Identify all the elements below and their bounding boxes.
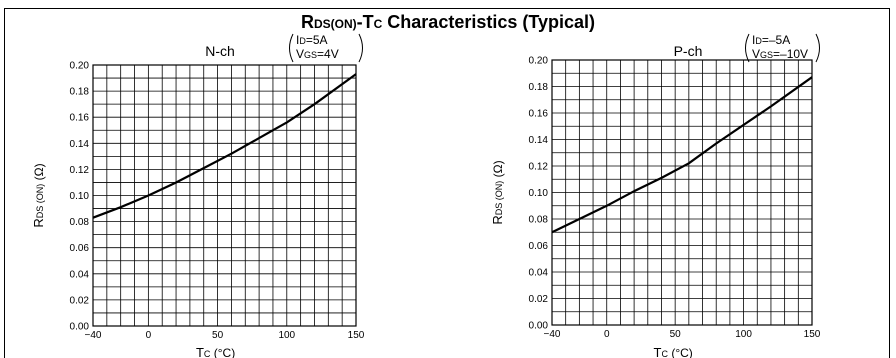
condition-voltage: VGS=4V xyxy=(296,47,339,61)
page-title: RDS(ON)-TC Characteristics (Typical) xyxy=(300,12,596,32)
y-tick-label: 0.18 xyxy=(70,87,90,98)
y-tick-label: 0.12 xyxy=(529,162,549,173)
y-tick-label: 0.06 xyxy=(70,243,90,254)
y-tick-label: 0.04 xyxy=(529,268,549,279)
x-tick-label: −40 xyxy=(85,330,102,341)
y-axis-label: RDS (ON) (Ω) xyxy=(490,160,505,224)
condition-bracket-right xyxy=(815,33,820,63)
y-tick-label: 0.20 xyxy=(529,56,549,67)
y-tick-label: 0.14 xyxy=(529,135,549,146)
x-tick-label: 150 xyxy=(804,329,821,340)
subplot-title: P-ch xyxy=(674,43,703,59)
figure-frame xyxy=(4,8,890,358)
condition-bracket-left xyxy=(745,33,750,63)
y-tick-label: 0.08 xyxy=(70,217,90,228)
x-tick-label: 50 xyxy=(670,329,682,340)
condition-current: ID=5A xyxy=(296,33,328,47)
series-line xyxy=(551,76,813,234)
plot-frame xyxy=(551,59,813,326)
chart-nch: 0.00 0.02 0.04 0.06 0.08 0.10 0.12 0.14 0.16 0.18… xyxy=(31,33,365,358)
condition-voltage: VGS=–10V xyxy=(752,47,808,61)
y-tick-label: 0.08 xyxy=(529,215,549,226)
x-tick-label: 100 xyxy=(278,330,295,341)
plot-frame xyxy=(92,64,357,327)
y-tick-label: 0.10 xyxy=(70,191,90,202)
y-tick-label: 0.20 xyxy=(70,61,90,72)
y-tick-label: 0.00 xyxy=(529,321,549,332)
subplot-title: N-ch xyxy=(205,43,235,59)
y-tick-label: 0.16 xyxy=(529,109,549,120)
condition-bracket-right xyxy=(358,33,363,63)
y-tick-label: 0.10 xyxy=(529,188,549,199)
y-tick-label: 0.14 xyxy=(70,139,90,150)
y-tick-label: 0.02 xyxy=(529,294,549,305)
x-tick-label: −40 xyxy=(544,329,561,340)
condition-current: ID=–5A xyxy=(752,33,790,47)
y-tick-label: 0.16 xyxy=(70,113,90,124)
y-tick-label: 0.18 xyxy=(529,82,549,93)
y-tick-label: 0.12 xyxy=(70,165,90,176)
series-line xyxy=(92,73,357,219)
x-axis-label: TC (°C) xyxy=(654,345,693,358)
chart-pch: 0.00 0.02 0.04 0.06 0.08 0.10 0.12 0.14 0.16 0.18… xyxy=(490,33,821,358)
x-tick-label: 0 xyxy=(604,329,610,340)
x-tick-label: 50 xyxy=(212,330,224,341)
x-axis-label: TC (°C) xyxy=(196,345,235,358)
condition-bracket-left xyxy=(289,33,294,63)
x-tick-label: 0 xyxy=(146,330,152,341)
y-tick-label: 0.00 xyxy=(70,322,90,333)
x-tick-label: 150 xyxy=(348,330,365,341)
y-axis-label: RDS (ON) (Ω) xyxy=(31,163,46,227)
x-tick-label: 100 xyxy=(735,329,752,340)
y-tick-label: 0.06 xyxy=(529,241,549,252)
y-tick-label: 0.04 xyxy=(70,269,90,280)
y-tick-label: 0.02 xyxy=(70,295,90,306)
